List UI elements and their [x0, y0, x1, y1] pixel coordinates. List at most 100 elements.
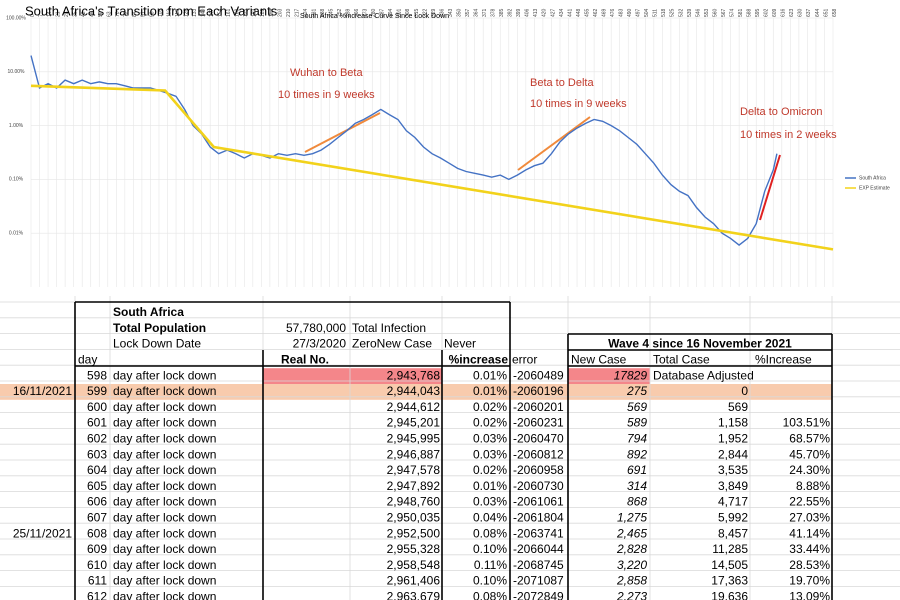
cell-text: day after lock down	[113, 510, 216, 524]
cell-text: -2060489	[513, 368, 564, 382]
x-tick-label: 609	[772, 8, 778, 17]
x-tick-label: 483	[619, 8, 625, 17]
x-tick-label: 133	[192, 8, 198, 17]
cell-text: Total Population	[113, 321, 206, 335]
x-tick-label: 518	[661, 8, 667, 17]
x-tick-label: 238	[320, 8, 326, 17]
cell-text: 603	[87, 447, 107, 461]
cell-text: 22.55%	[789, 495, 830, 509]
cell-text: 0.02%	[473, 416, 507, 430]
cell-text: day after lock down	[113, 495, 216, 509]
x-tick-label: 343	[448, 8, 454, 17]
cell-text: 0.08%	[473, 589, 507, 600]
cell-highlight	[568, 368, 650, 384]
cell-text: 25/11/2021	[13, 526, 72, 540]
cell-text: 28.53%	[789, 558, 830, 572]
cell-text: 8,457	[718, 526, 748, 540]
cell-text: 868	[627, 495, 647, 509]
x-tick-label: 630	[798, 8, 804, 17]
cell-text: day after lock down	[113, 416, 216, 430]
x-tick-label: 217	[294, 8, 300, 17]
cell-text: 794	[627, 431, 647, 445]
x-tick-label: 588	[747, 8, 753, 17]
cell-text: 2,945,201	[387, 416, 441, 430]
x-tick-label: 49	[90, 11, 96, 17]
cell-text: %Increase	[755, 352, 812, 366]
x-tick-label: 294	[388, 8, 394, 17]
cell-text: 0.10%	[473, 574, 507, 588]
x-tick-label: 651	[823, 8, 829, 17]
cell-text: -2072849	[513, 589, 564, 600]
y-tick-label: 0.01%	[9, 231, 24, 237]
x-tick-label: 245	[328, 8, 334, 17]
cell-text: 0.03%	[473, 495, 507, 509]
x-tick-label: 511	[653, 9, 659, 17]
cell-text: 605	[87, 479, 107, 493]
x-tick-label: 91	[141, 11, 147, 17]
cell-text: 2,950,035	[387, 510, 441, 524]
x-tick-label: 595	[755, 8, 761, 17]
cell-text: 0.04%	[473, 510, 507, 524]
cell-text: 602	[87, 431, 107, 445]
chart: Wuhan to Beta 10 times in 9 weeks Beta t…	[6, 8, 890, 287]
cell-text: Total Infection	[352, 321, 426, 335]
x-tick-label: 266	[354, 8, 360, 17]
cell-text: 604	[87, 463, 107, 477]
x-tick-label: 434	[559, 8, 565, 17]
x-tick-label: 560	[712, 8, 718, 17]
cell-text: 275	[626, 384, 647, 398]
cell-text: day after lock down	[113, 463, 216, 477]
cell-text: 2,955,328	[387, 542, 441, 556]
cell-text: 0.01%	[473, 479, 507, 493]
x-tick-label: 420	[542, 8, 548, 17]
cell-text: 13.09%	[789, 589, 830, 600]
cell-text: 600	[87, 400, 107, 414]
x-tick-label: 553	[704, 8, 710, 17]
x-tick-label: 224	[303, 8, 309, 17]
x-tick-label: 539	[687, 8, 693, 17]
cell-text: 0.01%	[473, 368, 507, 382]
cell-text: -2071087	[513, 574, 564, 588]
chart-title: South Africa %increase Curve Since Lock …	[300, 13, 449, 20]
cell-text: 0	[741, 384, 748, 398]
x-tick-label: 273	[363, 8, 369, 17]
annotation: Beta to Delta	[530, 77, 594, 89]
x-tick-label: 399	[516, 8, 522, 17]
cell-text: Never	[444, 337, 476, 351]
cell-text: -2063741	[513, 526, 564, 540]
cell-text: Total Case	[653, 352, 710, 366]
cell-text: 2,947,892	[387, 479, 441, 493]
cell-text: -2068745	[513, 558, 564, 572]
x-tick-label: 427	[550, 8, 556, 17]
x-tick-label: 525	[670, 8, 676, 17]
cell-text: 2,828	[616, 542, 647, 556]
cell-text: 569	[627, 400, 647, 414]
cell-text: 57,780,000	[286, 321, 346, 335]
x-tick-label: 448	[576, 8, 582, 17]
cell-text: -2060231	[513, 416, 564, 430]
x-tick-label: 0	[30, 14, 36, 17]
x-tick-label: 63	[107, 11, 113, 17]
x-tick-label: 336	[439, 8, 445, 17]
cell-text: 610	[87, 558, 107, 572]
x-tick-label: 42	[81, 11, 87, 17]
cell-text: 0.08%	[473, 526, 507, 540]
x-tick-label: 112	[166, 9, 172, 17]
cell-text: 11,285	[712, 542, 748, 556]
x-tick-label: 189	[260, 8, 266, 17]
cell-text: 2,961,406	[387, 574, 441, 588]
cell-text: 2,946,887	[387, 447, 441, 461]
cell-text: 2,963,679	[387, 589, 441, 600]
cell-text: 19.70%	[789, 574, 830, 588]
cell-text: 2,465	[616, 526, 647, 540]
x-tick-label: 364	[473, 8, 479, 17]
x-tick-label: 77	[124, 11, 130, 17]
y-tick-label: 10.00%	[8, 69, 26, 75]
cell-text: 3,220	[617, 558, 647, 572]
x-tick-label: 28	[64, 11, 70, 17]
x-tick-label: 315	[414, 8, 420, 17]
cell-text: 314	[627, 479, 647, 493]
cell-text: -2060196	[513, 384, 564, 398]
cell-text: 2,858	[616, 574, 647, 588]
x-tick-label: 175	[243, 8, 249, 17]
